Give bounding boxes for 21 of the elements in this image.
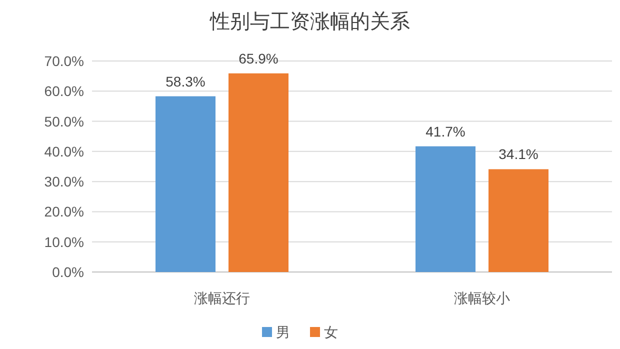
chart-title: 性别与工资涨幅的关系 xyxy=(209,11,410,33)
y-tick-label: 70.0% xyxy=(44,53,84,69)
y-tick-label: 60.0% xyxy=(44,83,84,100)
y-tick-label: 0.0% xyxy=(52,264,84,280)
y-tick-label: 50.0% xyxy=(44,113,84,130)
y-tick-label: 20.0% xyxy=(44,204,84,220)
legend-label: 女 xyxy=(324,324,338,340)
legend-label: 男 xyxy=(276,324,290,340)
data-label: 41.7% xyxy=(426,123,466,140)
y-tick-label: 40.0% xyxy=(44,143,84,160)
x-tick-label: 涨幅还行 xyxy=(194,290,250,306)
y-tick-label: 30.0% xyxy=(44,174,84,190)
data-label: 58.3% xyxy=(166,73,206,90)
bar xyxy=(228,73,288,272)
data-label: 65.9% xyxy=(238,50,278,66)
bar xyxy=(488,169,548,272)
y-tick-label: 10.0% xyxy=(44,234,84,250)
data-label: 34.1% xyxy=(498,146,538,162)
bar xyxy=(416,146,476,272)
x-tick-label: 涨幅较小 xyxy=(454,290,510,306)
bar xyxy=(156,96,216,272)
